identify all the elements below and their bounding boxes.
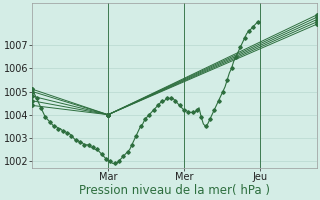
X-axis label: Pression niveau de la mer( hPa ): Pression niveau de la mer( hPa ) [79, 184, 270, 197]
